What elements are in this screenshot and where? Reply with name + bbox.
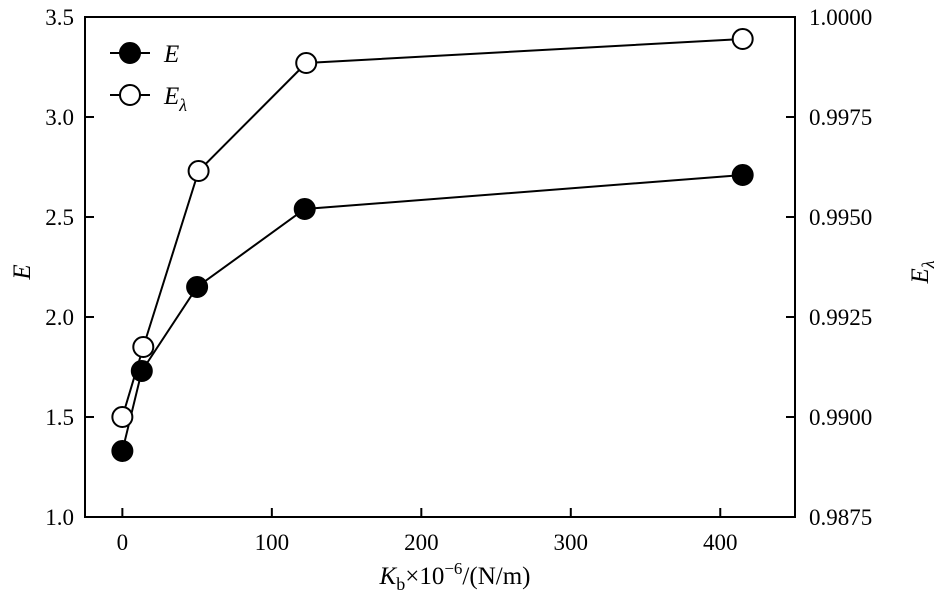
y-axis-left: 1.0 1.5 2.0 2.5 3.0 3.5 xyxy=(45,5,94,530)
x-tick-label: 300 xyxy=(554,530,589,555)
legend-marker-e xyxy=(119,42,141,64)
series-layer xyxy=(111,28,754,462)
series-line-e xyxy=(121,174,743,452)
legend-label-elambda: Eλ xyxy=(163,83,187,115)
legend: E Eλ xyxy=(110,41,187,115)
x-tick-label: 100 xyxy=(255,530,290,555)
plot-frame xyxy=(84,16,796,518)
x-tick-label: 400 xyxy=(703,530,738,555)
data-point-elambda xyxy=(187,160,210,182)
data-point-e xyxy=(731,164,754,186)
legend-marker-elambda xyxy=(119,84,141,106)
y-left-tick-label: 2.0 xyxy=(45,305,74,330)
data-point-e xyxy=(111,440,134,462)
y-right-tick-label: 0.9975 xyxy=(809,105,872,130)
series-line-elambda xyxy=(121,38,743,418)
x-axis: 0 100 200 300 400 xyxy=(117,508,738,555)
y-axis-right: 0.9875 0.9900 0.9925 0.9950 0.9975 1.0000 xyxy=(786,5,872,530)
x-axis-title: Kb×10−6/(N/m) xyxy=(379,559,531,594)
y-right-tick-label: 1.0000 xyxy=(809,5,872,30)
y-right-tick-label: 0.9875 xyxy=(809,505,872,530)
data-point-elambda xyxy=(295,52,318,74)
y-left-tick-label: 3.5 xyxy=(45,5,74,30)
data-point-elambda xyxy=(111,406,134,428)
data-point-elambda xyxy=(731,28,754,50)
y-left-tick-label: 3.0 xyxy=(45,105,74,130)
y-right-tick-label: 0.9900 xyxy=(809,405,872,430)
legend-label-e: E xyxy=(163,41,179,68)
y-right-tick-label: 0.9925 xyxy=(809,305,872,330)
x-tick-label: 200 xyxy=(404,530,439,555)
y-left-tick-label: 1.0 xyxy=(45,505,74,530)
data-point-e xyxy=(186,276,209,298)
y-axis-right-title: Eλ xyxy=(907,260,938,284)
x-tick-label: 0 xyxy=(117,530,129,555)
data-point-elambda xyxy=(132,336,155,358)
y-right-tick-label: 0.9950 xyxy=(809,205,872,230)
y-left-tick-label: 2.5 xyxy=(45,205,74,230)
data-point-e xyxy=(293,198,316,220)
y-axis-left-title: E xyxy=(9,264,36,280)
y-left-tick-label: 1.5 xyxy=(45,405,74,430)
